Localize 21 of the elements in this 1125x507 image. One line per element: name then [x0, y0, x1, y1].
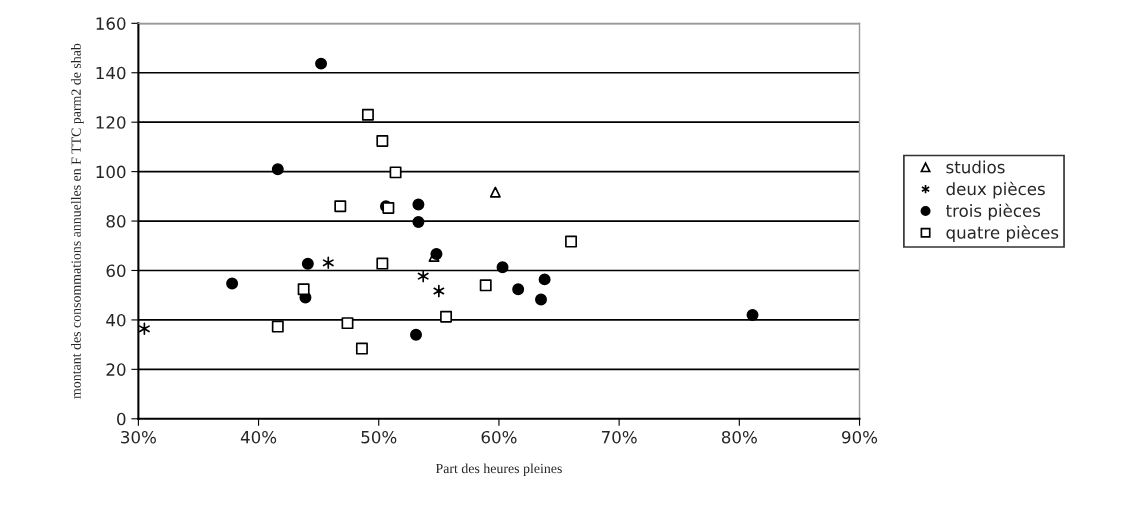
y-tick-label: 60 [106, 264, 126, 278]
y-tick-label: 20 [106, 363, 126, 376]
x-axis-title: Part des heures pleines [435, 463, 562, 476]
x-tick-label: 60% [481, 430, 517, 444]
y-tick-label: 100 [96, 165, 126, 179]
x-tick-label: 70% [601, 430, 637, 444]
x-tick-label: 30% [121, 430, 156, 444]
y-tick-label: 140 [96, 66, 126, 80]
y-tick-label: 80 [106, 215, 126, 228]
legend-label: quatre pièces [946, 225, 1059, 243]
y-tick-label: 0 [117, 412, 126, 426]
y-tick-label: 40 [106, 313, 126, 327]
legend-label: studios [946, 160, 1005, 174]
y-axis-title: montant des consommations annuelles en F TTC parm2 de shab [71, 43, 84, 399]
y-tick-label: 160 [96, 17, 126, 30]
y-tick-label: 120 [96, 116, 126, 129]
x-tick-label: 50% [361, 430, 397, 444]
legend-label: trois pièces [946, 203, 1041, 221]
x-tick-label: 40% [240, 430, 277, 444]
x-tick-label: 90% [842, 430, 878, 444]
x-tick-label: 80% [721, 430, 757, 444]
